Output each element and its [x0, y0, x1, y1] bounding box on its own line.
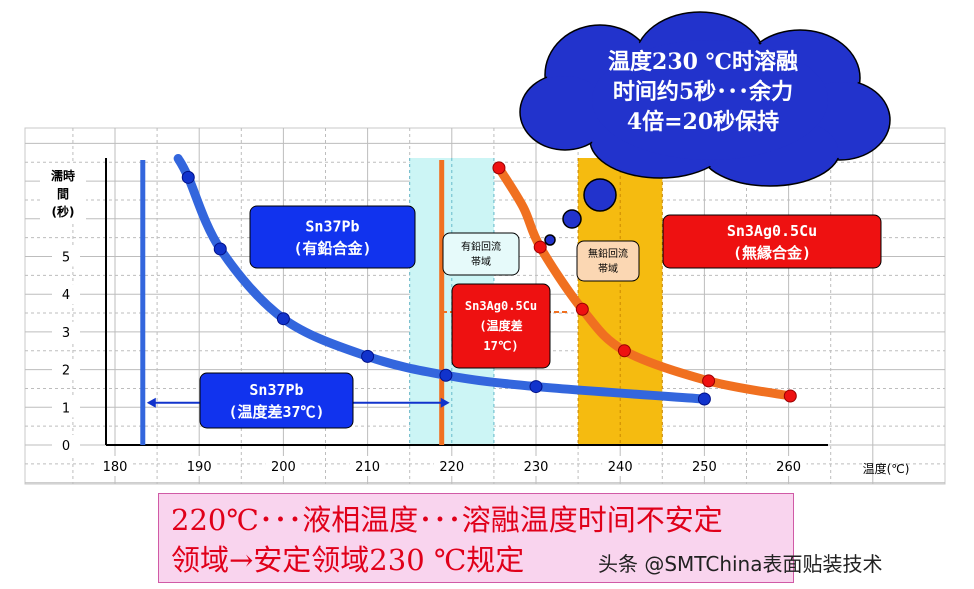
cloud-bubble	[562, 209, 582, 229]
axes: 180 190 200 210 220 230 240 250 260 0 1 2 3 4 5 濡時間 (秒) 温…	[40, 158, 909, 476]
leaded-band-label-text: 帯域	[471, 255, 491, 268]
sac-diff-label-text: 17℃)	[483, 339, 518, 353]
marker-sac	[492, 161, 506, 175]
span-arrow-head-left	[146, 397, 156, 408]
y-tick-bg	[52, 435, 80, 455]
leaded-band-label-text: 有鉛回流	[461, 240, 501, 253]
y-axis-label: (秒)	[52, 204, 75, 219]
cloud-bubble	[583, 178, 617, 212]
sn37pb-diff-label-box	[199, 372, 354, 429]
x-tick-bg	[686, 456, 723, 476]
x-tick-label: 190	[187, 460, 212, 475]
sac-diff-label-box	[451, 283, 551, 369]
x-tick-bg	[518, 456, 554, 476]
y-axis-label: 間	[57, 187, 69, 201]
y-tick-bg	[52, 359, 80, 380]
markers	[181, 161, 797, 406]
x-tick-bg	[602, 456, 639, 476]
lead-free-band-label-box	[576, 240, 640, 282]
x-tick-label: 210	[355, 460, 380, 475]
leaded-band-label-box	[442, 232, 520, 276]
y-tick-label: 1	[62, 401, 70, 416]
y-tick-bg	[52, 397, 80, 418]
watermark: 头条 @SMTChina表面贴装技术	[598, 552, 883, 576]
sac-label-box	[662, 214, 882, 269]
y-tick-bg	[52, 246, 80, 267]
marker-sac	[533, 240, 547, 254]
x-tick-label: 200	[271, 460, 296, 475]
cloud-bubble	[544, 234, 556, 246]
marker-sac	[783, 389, 797, 403]
note-line-2: 领域→安定领域230 ℃规定	[171, 543, 525, 577]
sn37pb-diff-label-text: (温度差37℃)	[228, 403, 324, 421]
sn37pb-label-box	[249, 205, 416, 269]
x-tick-label: 250	[692, 460, 717, 475]
note-box: 220℃･･･液相温度･･･溶融温度时间不安定 领域→安定领域230 ℃规定	[158, 493, 794, 583]
marker-sac	[702, 374, 716, 388]
callout-text: 温度230 ℃时溶融	[608, 49, 798, 75]
labels: Sn37Pb (有鉛合金) Sn37Pb (温度差37℃) Sn3Ag0.5Cu (無縁合…	[146, 11, 891, 429]
x-tick-bg	[770, 456, 807, 476]
x-tick-label: 240	[608, 460, 633, 475]
marker-sn37pb	[439, 368, 453, 382]
x-axis-label: 温度(℃)	[863, 461, 910, 476]
x-tick-label: 230	[524, 460, 549, 475]
span-arrow-head-right	[440, 397, 450, 408]
callout-text: 4倍=20秒保持	[627, 109, 779, 135]
marker-sac	[617, 344, 631, 358]
x-tick-bg	[349, 456, 386, 476]
marker-sn37pb	[361, 349, 375, 363]
y-tick-bg	[52, 284, 80, 305]
y-tick-label: 4	[62, 288, 70, 303]
x-tick-label: 180	[103, 460, 128, 475]
sac-label-text: (無縁合金)	[733, 244, 811, 262]
y-tick-label: 2	[62, 364, 70, 379]
marker-sn37pb	[697, 392, 711, 406]
x-tick-bg	[181, 456, 218, 476]
lead-free-band-label-text: 無鉛回流	[588, 247, 628, 260]
marker-sn37pb	[276, 312, 290, 326]
y-tick-label: 5	[62, 251, 70, 266]
x-tick-label: 220	[439, 460, 464, 475]
x-tick-bg	[97, 456, 133, 476]
marker-sac	[575, 302, 589, 316]
sn37pb-diff-label-text: Sn37Pb	[249, 381, 303, 399]
y-axis-label: 濡時	[51, 168, 75, 183]
sn37pb-label-text: (有鉛合金)	[293, 239, 371, 257]
sac-diff-label-text: (温度差	[479, 318, 522, 333]
x-tick-label: 260	[776, 460, 801, 475]
sac-label-text: Sn3Ag0.5Cu	[727, 222, 817, 240]
cloud-lobe-fill	[592, 40, 828, 160]
y-tick-label: 0	[62, 439, 70, 454]
marker-sn37pb	[213, 242, 227, 256]
sac-diff-label-text: Sn3Ag0.5Cu	[465, 299, 537, 313]
marker-sn37pb	[181, 170, 195, 184]
callout-text: 时间约5秒･･･余力	[613, 79, 793, 105]
x-tick-bg	[433, 456, 470, 476]
marker-sn37pb	[529, 380, 543, 394]
note-line-1: 220℃･･･液相温度･･･溶融温度时间不安定	[171, 503, 723, 537]
y-tick-label: 3	[62, 326, 70, 341]
x-tick-bg	[265, 456, 302, 476]
sn37pb-label-text: Sn37Pb	[305, 217, 359, 235]
y-tick-bg	[52, 321, 80, 342]
cloud-lobe-fill	[522, 76, 608, 148]
y-label-bg	[40, 164, 86, 224]
lead-free-band-label-text: 帯域	[598, 262, 618, 275]
